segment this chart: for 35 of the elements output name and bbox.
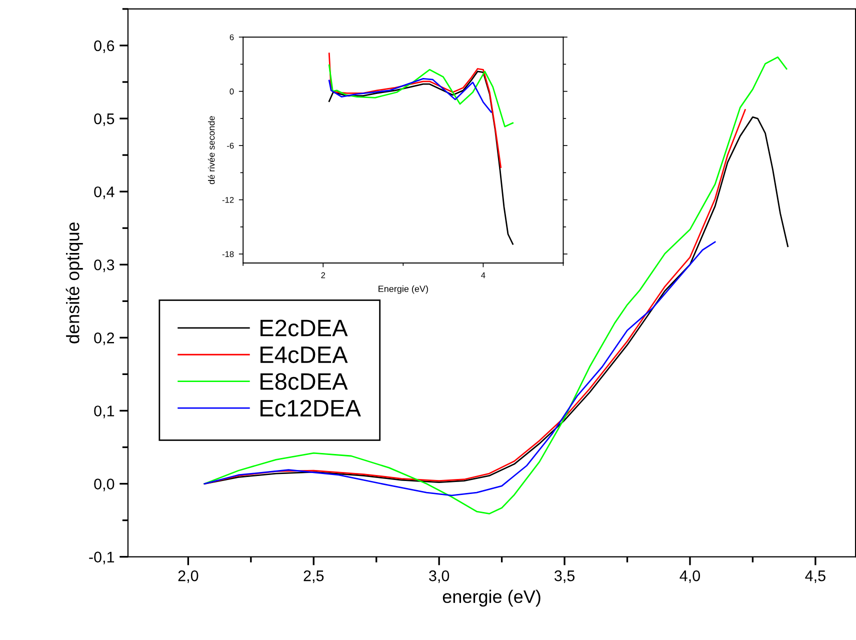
legend-label: E2cDEA [260,320,348,336]
y-tick-label: 6 [230,34,234,40]
legend-label: E4cDEA [260,346,348,364]
x-tick-label: 2 [321,272,326,278]
y-tick-label: -0,1 [89,552,114,564]
y-tick-label: 0,2 [94,332,114,346]
y-tick-label: -12 [222,196,234,203]
x-tick-label: 2,0 [178,570,198,584]
y-tick-label: 0,3 [94,259,114,272]
x-tick-label: 3,5 [554,570,575,584]
line-series [204,56,788,514]
line-series [328,78,492,113]
y-tick-label: -6 [227,142,234,149]
y-axis-title: dé rivée seconde [208,116,215,184]
x-tick-label: 3,0 [429,570,450,584]
y-tick-label: 0,4 [94,186,114,200]
x-tick-label: 4 [481,272,486,278]
line-series [328,70,514,245]
x-tick-label: 4,0 [680,570,700,584]
y-tick-label: 0,5 [94,113,114,126]
legend-label: Ec12DEA [260,400,361,417]
y-axis-title: densité optique [66,222,83,344]
line-series [204,241,716,496]
x-axis-title: Energie (eV) [378,285,428,294]
x-axis-title: energie (eV) [442,590,540,607]
legend-label: E8cDEA [260,373,348,390]
y-tick-label: 0 [230,88,234,94]
y-tick-label: 0,1 [94,406,114,418]
y-tick-label: -18 [222,251,234,258]
y-tick-label: 0,6 [94,40,114,53]
x-tick-label: 2,5 [304,570,324,584]
line-series [328,64,514,128]
x-tick-label: 4,5 [805,570,826,584]
y-tick-label: 0,0 [94,478,114,492]
line-series [328,52,502,168]
